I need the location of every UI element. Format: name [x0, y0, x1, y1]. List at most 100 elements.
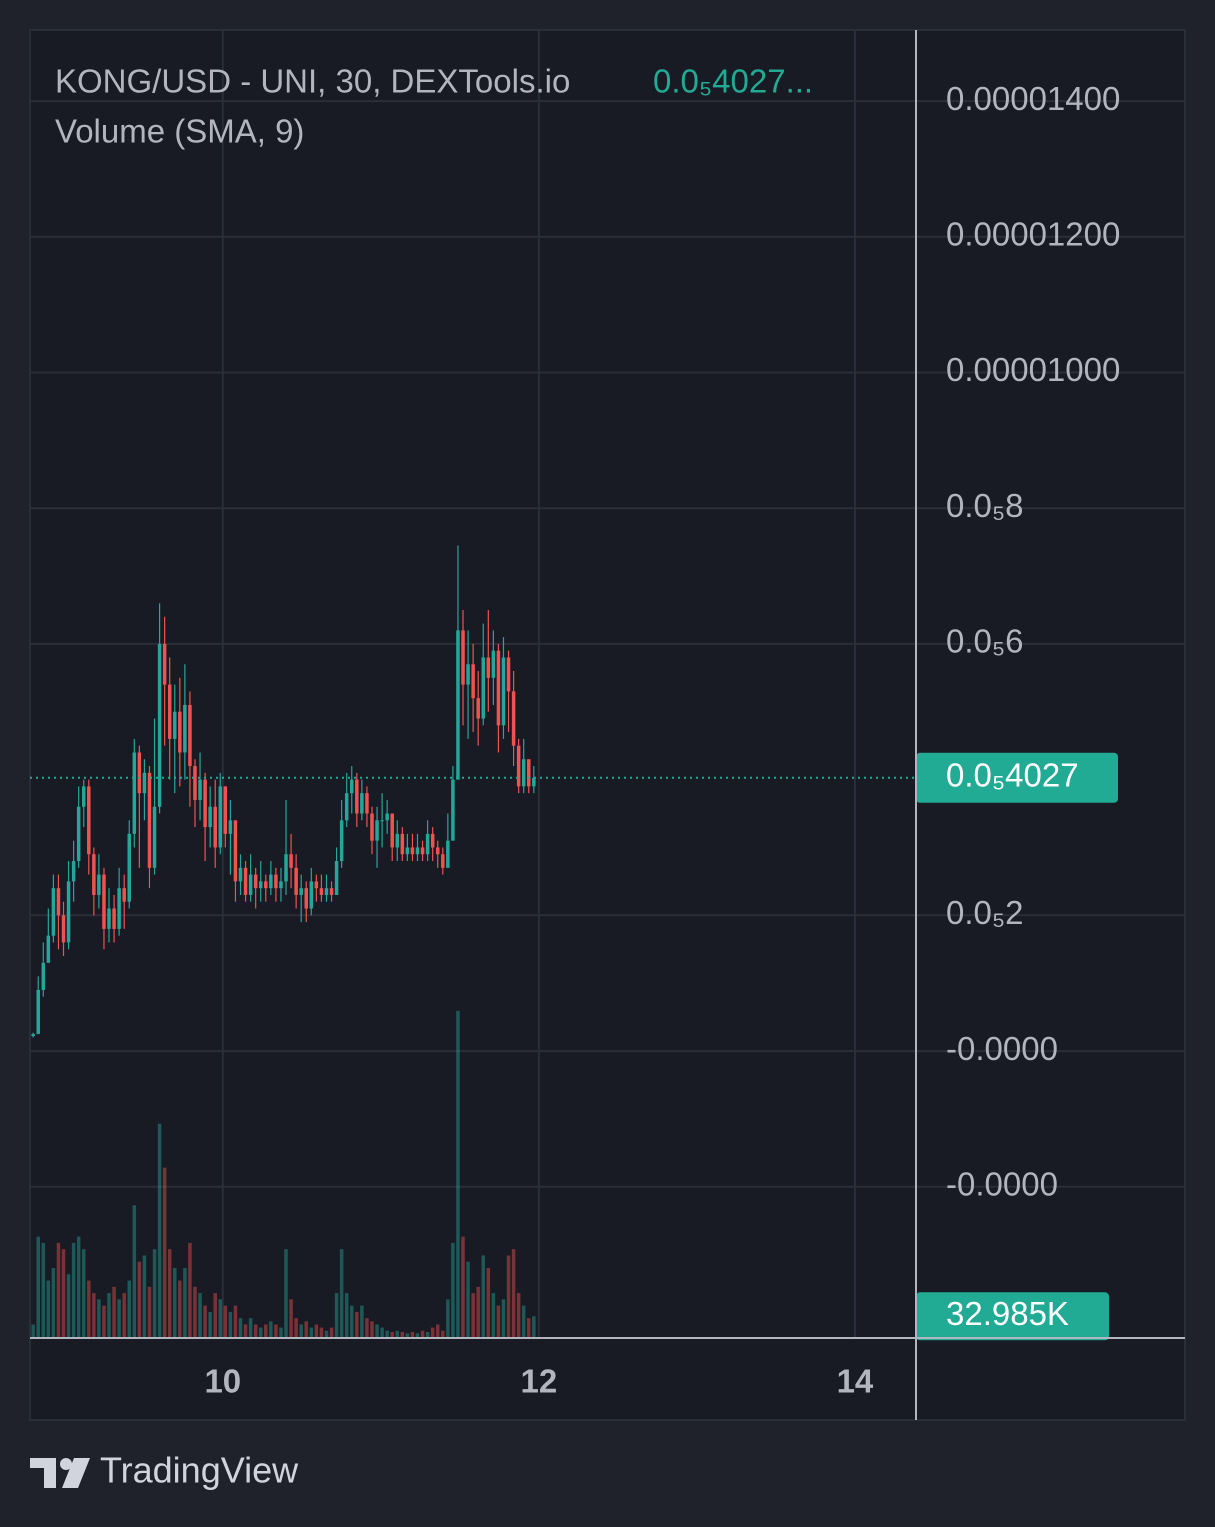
candle-body: [66, 881, 71, 943]
candle-body: [511, 691, 516, 746]
volume-bar: [506, 1255, 511, 1337]
y-tick-label: -0.0000: [946, 1030, 1058, 1067]
volume-bar: [511, 1249, 516, 1337]
volume-title: Volume (SMA, 9): [55, 113, 304, 150]
volume-bar: [405, 1333, 410, 1337]
volume-bar: [532, 1316, 536, 1337]
candle-body: [516, 745, 521, 787]
volume-bar: [471, 1293, 475, 1337]
candle-body: [532, 777, 536, 787]
candle-body: [339, 820, 344, 862]
grid: [30, 30, 1185, 1338]
candle-body: [350, 779, 354, 794]
volume-bar: [400, 1331, 405, 1337]
candle-body: [521, 759, 526, 787]
candle-body: [430, 833, 435, 848]
y-tick-label: 0.00001000: [946, 351, 1120, 388]
volume-bar: [385, 1330, 389, 1337]
candle-body: [92, 854, 96, 895]
candle-body: [425, 833, 430, 855]
candle-body: [253, 874, 258, 889]
last-volume-badge: [916, 1292, 1109, 1341]
volume-bar: [56, 1242, 61, 1337]
candle-body: [142, 772, 147, 794]
candle-body: [269, 874, 273, 889]
volume-bar: [76, 1236, 81, 1337]
candle-body: [36, 989, 40, 1035]
candle-body: [127, 833, 131, 902]
volume-bar: [264, 1324, 268, 1337]
volume-bar: [71, 1242, 76, 1337]
last-price-label: 0.0₅4027: [946, 756, 1079, 793]
y-tick-label: -0.0000: [946, 1165, 1058, 1202]
candle-body: [264, 881, 268, 889]
volume-bar: [319, 1327, 324, 1337]
candle-body: [122, 888, 126, 902]
candle-body: [344, 793, 349, 821]
candle-body: [441, 854, 445, 868]
volume-bar: [248, 1318, 253, 1337]
candle-body: [173, 711, 177, 739]
candle-body: [56, 888, 61, 916]
header-price: 0.0₅4027...: [653, 63, 813, 100]
volume-bar: [390, 1331, 394, 1337]
candle-body: [137, 752, 142, 794]
volume-bar: [380, 1327, 384, 1337]
volume-bar: [415, 1333, 420, 1337]
volume-bar: [334, 1293, 339, 1337]
candle-body: [228, 820, 233, 834]
candle-body: [51, 888, 56, 936]
candle-body: [198, 779, 202, 800]
candle-body: [304, 888, 308, 909]
candle-body: [370, 813, 374, 841]
price-pane: [31, 545, 536, 1038]
volume-bar: [284, 1249, 288, 1337]
candle-body: [248, 874, 253, 895]
volume-bar: [314, 1324, 319, 1337]
volume-bar: [304, 1321, 308, 1337]
volume-bar: [355, 1311, 359, 1337]
volume-bar: [66, 1274, 71, 1337]
volume-bar: [46, 1280, 51, 1337]
volume-bar: [137, 1261, 142, 1337]
candle-body: [238, 867, 243, 882]
volume-bar: [142, 1255, 147, 1337]
chart-title: KONG/USD - UNI, 30, DEXTools.io: [55, 63, 570, 100]
volume-bar: [279, 1327, 283, 1337]
candle-body: [461, 630, 465, 685]
candle-body: [87, 786, 91, 855]
candle-body: [405, 847, 410, 855]
volume-bar: [466, 1261, 470, 1337]
volume-bar: [258, 1327, 263, 1337]
x-tick-label: 14: [837, 1363, 874, 1400]
y-tick-label: 0.0₅2: [946, 894, 1024, 931]
volume-bar: [188, 1242, 192, 1337]
volume-bar: [147, 1286, 152, 1337]
y-tick-label: 0.0₅6: [946, 623, 1024, 660]
volume-bar: [218, 1299, 223, 1337]
x-tick-label: 12: [521, 1363, 558, 1400]
volume-bar: [339, 1249, 344, 1337]
volume-bar: [294, 1318, 298, 1337]
candle-body: [243, 867, 248, 895]
candle-body: [188, 704, 192, 767]
candle-body: [415, 847, 420, 855]
volume-bar: [132, 1205, 137, 1337]
volume-bar: [496, 1305, 501, 1337]
volume-bar: [223, 1305, 228, 1337]
volume-bar: [203, 1305, 207, 1337]
candle-body: [496, 650, 501, 726]
last-volume-label: 32.985K: [946, 1295, 1069, 1332]
candle-body: [233, 820, 238, 882]
candle-body: [334, 861, 339, 895]
candle-body: [456, 630, 460, 780]
volume-bar: [167, 1249, 172, 1337]
volume-bar: [324, 1330, 329, 1337]
logo-shape: [60, 1458, 72, 1470]
volume-bar: [486, 1268, 491, 1337]
volume-bar: [309, 1327, 314, 1337]
volume-bar: [208, 1311, 212, 1337]
candle-body: [223, 786, 228, 834]
volume-bar: [117, 1299, 121, 1337]
